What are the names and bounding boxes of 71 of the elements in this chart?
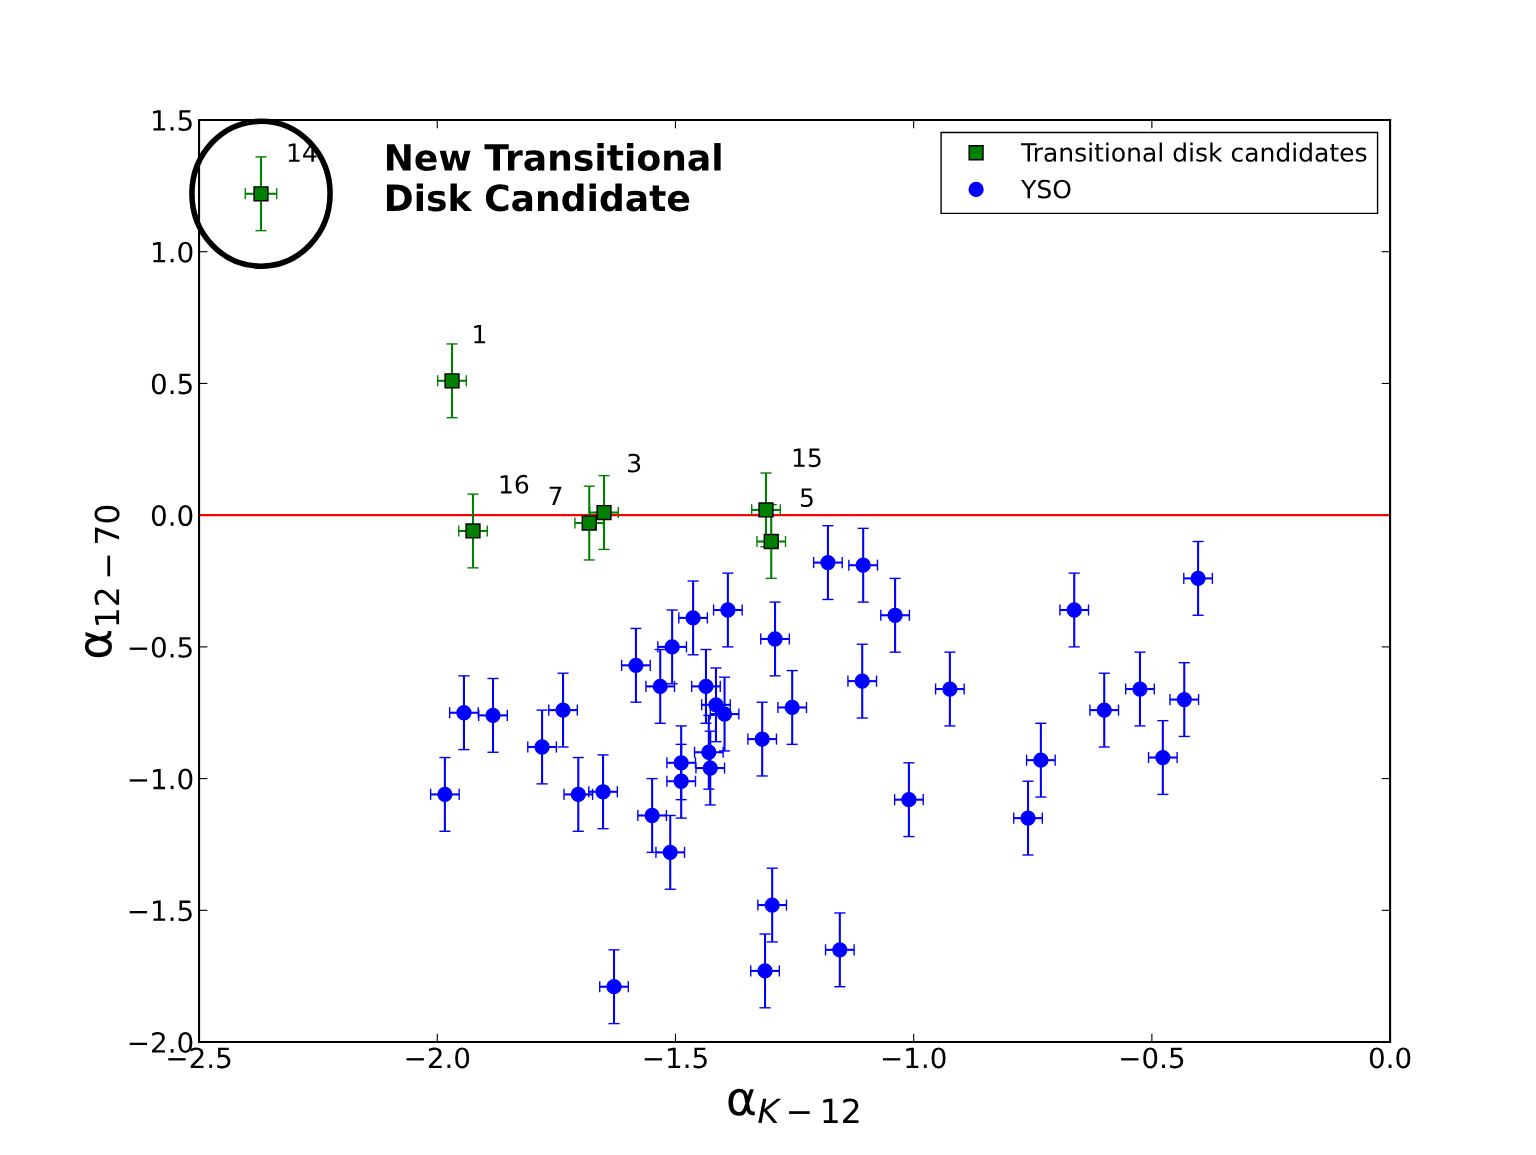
y-tick-label: −1.0 bbox=[129, 768, 193, 790]
point bbox=[784, 699, 800, 716]
point bbox=[596, 504, 612, 521]
point bbox=[581, 515, 597, 531]
point bbox=[832, 942, 848, 958]
point bbox=[673, 755, 689, 771]
point bbox=[757, 963, 773, 979]
annotation: 5 bbox=[800, 488, 813, 508]
y-tick-label: 0.0 bbox=[151, 505, 193, 527]
point bbox=[534, 739, 550, 755]
point bbox=[758, 502, 774, 518]
point bbox=[767, 631, 783, 647]
point bbox=[701, 744, 717, 760]
point bbox=[664, 639, 680, 655]
x-tick-label: −1.5 bbox=[644, 1047, 707, 1069]
point bbox=[855, 557, 871, 573]
annotation: 7 bbox=[549, 486, 562, 505]
point bbox=[887, 607, 903, 623]
point bbox=[854, 673, 870, 689]
point bbox=[465, 523, 481, 539]
annotation: 3 bbox=[628, 453, 641, 473]
point bbox=[595, 784, 611, 800]
point bbox=[1096, 702, 1112, 718]
point bbox=[820, 554, 836, 571]
y-tick-label: −0.5 bbox=[129, 636, 192, 658]
x-tick-label: 0.0 bbox=[1369, 1047, 1411, 1069]
point bbox=[1020, 810, 1036, 826]
y-axis-title: α$_{12−70}$ bbox=[84, 505, 120, 658]
point bbox=[555, 702, 571, 718]
point bbox=[763, 533, 779, 550]
point bbox=[673, 773, 689, 789]
point bbox=[685, 610, 701, 626]
point bbox=[716, 706, 733, 722]
point bbox=[942, 681, 958, 697]
point bbox=[570, 786, 586, 803]
point bbox=[628, 657, 644, 673]
point bbox=[708, 697, 724, 713]
point bbox=[606, 979, 622, 995]
point bbox=[1155, 749, 1171, 766]
point bbox=[437, 786, 453, 803]
legend-label: YSO bbox=[1021, 179, 1071, 199]
point bbox=[901, 792, 917, 808]
y-tick-label: −1.5 bbox=[129, 900, 192, 922]
x-tick-label: −0.5 bbox=[1121, 1047, 1184, 1069]
point bbox=[698, 678, 714, 695]
point bbox=[456, 705, 472, 721]
point bbox=[662, 844, 678, 861]
legend-label: Transitional disk candidates bbox=[1021, 142, 1367, 162]
y-tick-label: 0.5 bbox=[151, 373, 192, 395]
x-tick-label: −2.0 bbox=[406, 1047, 470, 1069]
point bbox=[1176, 691, 1192, 708]
x-axis-title: α$_{K−12}$ bbox=[728, 1088, 859, 1123]
x-tick-label: −1.0 bbox=[882, 1047, 946, 1069]
annotation: 16 bbox=[500, 474, 529, 494]
point bbox=[444, 373, 460, 389]
point bbox=[754, 731, 770, 747]
point bbox=[720, 602, 736, 618]
y-tick-label: 1.0 bbox=[153, 241, 193, 263]
point bbox=[485, 707, 501, 724]
point bbox=[1066, 602, 1082, 618]
point bbox=[1132, 681, 1148, 697]
annotation: 1 bbox=[474, 325, 486, 344]
point bbox=[652, 678, 668, 695]
point bbox=[702, 760, 718, 776]
point bbox=[1190, 570, 1206, 587]
point bbox=[644, 807, 660, 824]
y-tick-label: 1.5 bbox=[153, 110, 192, 131]
point bbox=[764, 897, 780, 913]
annotation: 15 bbox=[793, 448, 821, 468]
annotation: New Transitional Disk Candidate bbox=[386, 143, 721, 212]
point bbox=[1033, 752, 1049, 768]
